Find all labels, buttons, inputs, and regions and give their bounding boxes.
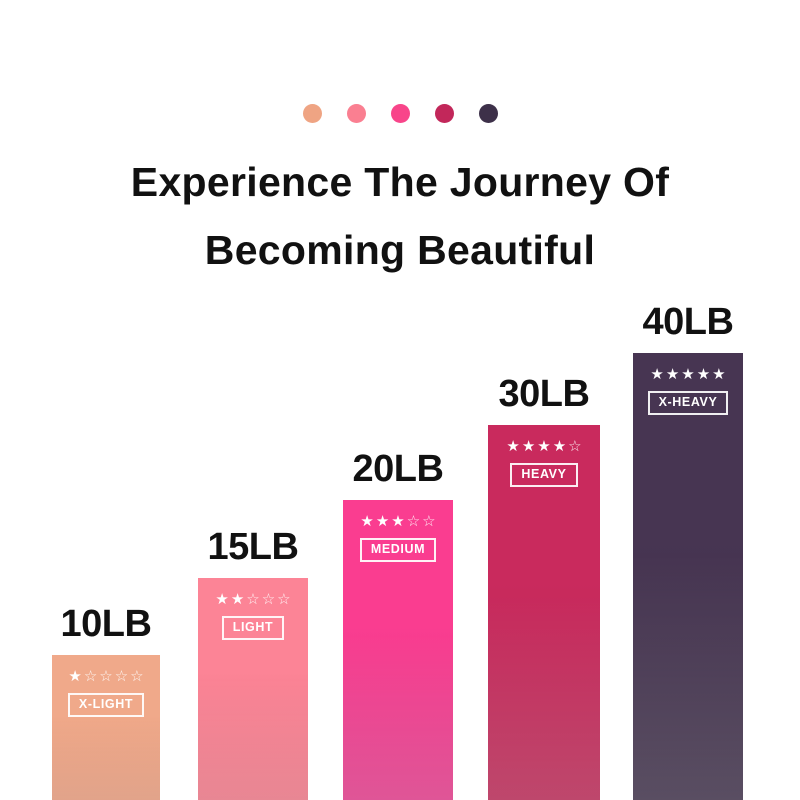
star-filled-icon: ★ [391, 513, 405, 530]
decorative-dot-row [0, 104, 800, 123]
bar-15lb[interactable]: ★ ★ ☆ ☆ ☆ LIGHT [198, 578, 308, 800]
star-empty-icon: ☆ [406, 513, 421, 530]
bar-40lb[interactable]: ★ ★ ★ ★ ★ X-HEAVY [633, 353, 743, 800]
star-empty-icon: ☆ [130, 668, 144, 685]
rating-stars: ★ ★ ★ ☆ ☆ [360, 514, 435, 529]
dot-5-icon [478, 104, 498, 123]
level-badge: LIGHT [221, 616, 285, 640]
bar-group-15lb: 15LB ★ ★ ☆ ☆ ☆ LIGHT [198, 528, 308, 800]
star-empty-icon: ☆ [261, 591, 276, 608]
bar-20lb[interactable]: ★ ★ ★ ☆ ☆ MEDIUM [343, 500, 453, 800]
bar-content: ★ ★ ☆ ☆ ☆ LIGHT [198, 592, 308, 640]
star-empty-icon: ☆ [114, 668, 129, 685]
level-badge: HEAVY [510, 463, 578, 487]
star-filled-icon: ★ [552, 438, 567, 455]
bar-value-label: 15LB [207, 526, 299, 568]
star-filled-icon: ★ [681, 366, 695, 383]
bar-30lb[interactable]: ★ ★ ★ ★ ☆ HEAVY [488, 425, 600, 800]
rating-stars: ★ ★ ★ ★ ☆ [506, 439, 581, 454]
star-empty-icon: ☆ [83, 668, 98, 685]
bar-value-label: 10LB [60, 603, 152, 645]
star-filled-icon: ★ [537, 438, 551, 455]
bar-value-label: 40LB [642, 301, 734, 343]
star-filled-icon: ★ [506, 438, 520, 455]
bar-group-40lb: 40LB ★ ★ ★ ★ ★ X-HEAVY [633, 303, 743, 800]
star-filled-icon: ★ [665, 366, 680, 383]
bar-group-20lb: 20LB ★ ★ ★ ☆ ☆ MEDIUM [343, 450, 453, 800]
star-empty-icon: ☆ [568, 438, 582, 455]
page-title: Experience The Journey Of Becoming Beaut… [0, 148, 800, 284]
bar-value-label: 20LB [352, 448, 444, 490]
star-filled-icon: ★ [215, 591, 229, 608]
dot-2-icon [346, 104, 366, 123]
star-filled-icon: ★ [68, 668, 82, 685]
rating-stars: ★ ★ ☆ ☆ ☆ [215, 592, 290, 607]
rating-stars: ★ ★ ★ ★ ★ [650, 367, 725, 382]
star-filled-icon: ★ [360, 513, 374, 530]
bar-fill [633, 353, 743, 800]
dot-4-icon [434, 104, 454, 123]
dot-1-icon [302, 104, 322, 123]
star-empty-icon: ☆ [246, 591, 260, 608]
star-empty-icon: ☆ [422, 513, 436, 530]
star-empty-icon: ☆ [277, 591, 291, 608]
bar-content: ★ ★ ★ ☆ ☆ MEDIUM [343, 514, 453, 562]
page-title-line-1: Experience The Journey Of [130, 159, 670, 205]
level-badge: MEDIUM [359, 538, 437, 562]
bar-10lb[interactable]: ★ ☆ ☆ ☆ ☆ X-LIGHT [52, 655, 160, 800]
bar-fill [488, 425, 600, 800]
rating-stars: ★ ☆ ☆ ☆ ☆ [68, 669, 143, 684]
star-filled-icon: ★ [650, 366, 664, 383]
bar-group-30lb: 30LB ★ ★ ★ ★ ☆ HEAVY [488, 375, 600, 800]
dot-3-icon [390, 104, 410, 123]
bar-value-label: 30LB [498, 373, 590, 415]
level-badge: X-HEAVY [647, 391, 729, 415]
page-title-line-2: Becoming Beautiful [204, 227, 596, 273]
star-filled-icon: ★ [696, 366, 711, 383]
level-badge: X-LIGHT [67, 693, 145, 717]
bar-fill [198, 578, 308, 800]
bar-group-10lb: 10LB ★ ☆ ☆ ☆ ☆ X-LIGHT [52, 605, 160, 800]
star-filled-icon: ★ [375, 513, 390, 530]
star-filled-icon: ★ [521, 438, 536, 455]
star-filled-icon: ★ [230, 591, 245, 608]
bar-content: ★ ☆ ☆ ☆ ☆ X-LIGHT [52, 669, 160, 717]
star-filled-icon: ★ [712, 366, 726, 383]
bar-content: ★ ★ ★ ★ ★ X-HEAVY [633, 367, 743, 415]
star-empty-icon: ☆ [99, 668, 113, 685]
bar-fill [52, 655, 160, 800]
bar-content: ★ ★ ★ ★ ☆ HEAVY [488, 439, 600, 487]
